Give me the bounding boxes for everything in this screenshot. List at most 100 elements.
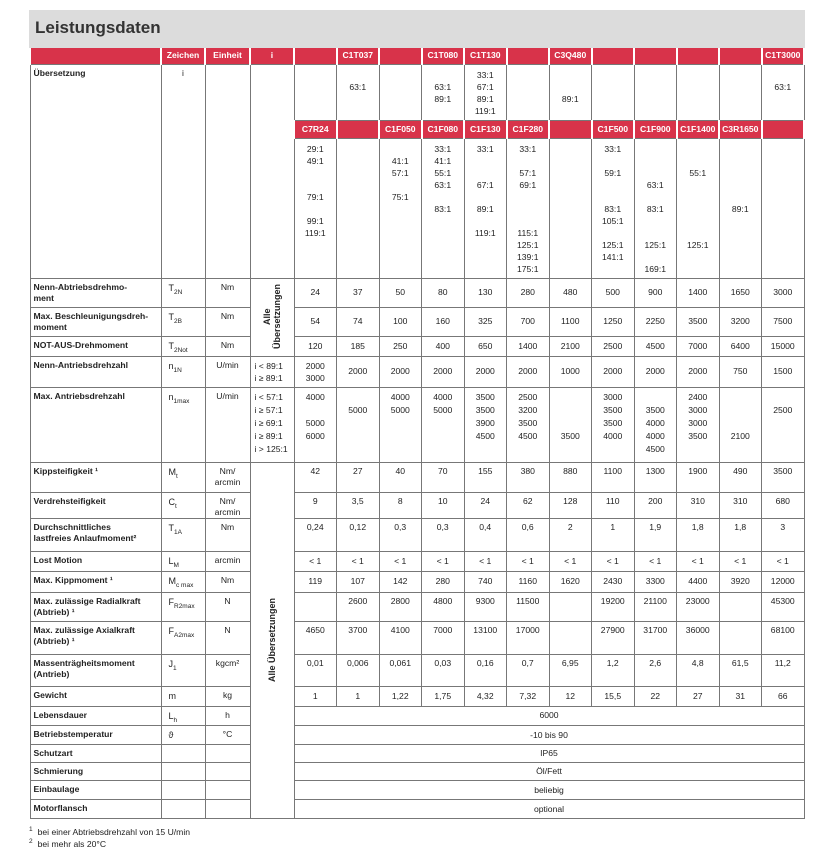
value-line (509, 203, 547, 215)
symbol-cell (160, 799, 206, 820)
value-cell: 31 (718, 685, 762, 707)
value-line: 57:1 (391, 167, 409, 178)
value-cell (548, 620, 592, 655)
value-cell: 1,8 (676, 517, 720, 552)
value-cell: 120 (293, 335, 337, 357)
model-header: C1F500 (590, 120, 635, 138)
value-cell: 107 (336, 570, 380, 593)
symbol: n (168, 391, 174, 402)
value-cell: 45300 (761, 591, 805, 622)
value-cell (718, 591, 762, 622)
value-line: 59:1 (604, 167, 622, 178)
unit-cell: kg (204, 685, 251, 707)
value-cell: 1 (336, 685, 380, 707)
row-label: Nenn-Abtriebsdrehmo- ment (29, 277, 162, 308)
symbol-cell: LM (160, 550, 206, 572)
value-line (722, 191, 760, 203)
ratio-cell: 33:1 57:1 69:1 115:1 125:1 139:1 175:1 (506, 137, 550, 279)
model-header: C1T037 (335, 48, 380, 64)
condition-cell: i < 89:1 i ≥ 89:1 (249, 355, 295, 388)
ratio-cell (293, 63, 337, 121)
value-line: 33:1 (604, 143, 622, 154)
value-line: 4500 (645, 443, 665, 454)
value-line: 29:1 (306, 143, 324, 154)
value-cell: 700 (506, 306, 550, 337)
all-ratios-label: Alle Übersetzungen (262, 284, 282, 350)
row-label: Kippsteifigkeit ¹ (29, 461, 162, 493)
value-line (679, 215, 717, 227)
value-cell: 42 (293, 461, 337, 493)
value-line (679, 155, 717, 167)
model-header (548, 120, 593, 138)
row-label: Übersetzung (29, 63, 162, 279)
model-header (335, 120, 380, 138)
table-row: Lebensdauer Lh h 6000 (29, 705, 805, 727)
value-cell: < 1 (378, 550, 422, 572)
value-cell: 740 (463, 570, 507, 593)
value-line: i < 57:1 (254, 391, 283, 402)
value-cell: 100 (378, 306, 422, 337)
symbol-subscript: 1max (173, 397, 190, 405)
value-cell-merged: Öl/Fett (293, 762, 805, 782)
value-line: 79:1 (306, 191, 324, 202)
model-header: C1F050 (378, 120, 423, 138)
value-line: 41:1 (391, 155, 409, 166)
value-cell: 1000 (548, 355, 592, 388)
value-cell: 4650 (293, 620, 337, 655)
unit-cell: kgcm² (204, 653, 251, 687)
value-cell: 21100 (633, 591, 677, 622)
value-line: 3900 (475, 417, 495, 428)
value-cell: 19200 (591, 591, 635, 622)
value-line: 125:1 (686, 239, 709, 250)
unit-cell: Nm (204, 570, 251, 593)
value-line: 5000 (348, 404, 368, 415)
symbol: J (168, 658, 174, 669)
value-line (722, 155, 760, 167)
value-cell: < 1 (761, 550, 805, 572)
model-header (760, 120, 805, 138)
ratio-cell: 89:1 (548, 63, 592, 121)
value-cell: 4000 5000 (378, 386, 422, 463)
value-line: 139:1 (516, 251, 539, 262)
value-line: 4000 (433, 391, 453, 402)
ratio-cell: 41:1 57:1 75:1 (378, 137, 422, 279)
value-cell: 280 (421, 570, 465, 593)
value-line: 6000 (305, 430, 325, 441)
symbol-subscript: 2N (174, 288, 183, 296)
footnote-mark: 1 (29, 826, 33, 833)
ratio-cell: 63:1 83:1 125:1 169:1 (633, 137, 677, 279)
header-zeichen: Zeichen (160, 48, 206, 64)
value-cell: 0,12 (336, 517, 380, 552)
value-line (637, 251, 675, 263)
all-ratios-cell: Alle Übersetzungen (249, 461, 295, 820)
row-label: Lebensdauer (29, 705, 162, 727)
value-cell: 3700 (336, 620, 380, 655)
symbol-cell: T2B (160, 306, 206, 337)
value-line: 115:1 (517, 227, 539, 238)
footnote-2: 2 bei mehr als 20°C (29, 838, 106, 849)
value-cell: 0,4 (463, 517, 507, 552)
table-row: Massenträgheitsmoment (Antrieb) J1 kgcm² 0,… (29, 653, 805, 687)
value-cell: 1,22 (378, 685, 422, 707)
value-line: 4000 (603, 430, 623, 441)
value-line: i ≥ 89:1 (254, 372, 283, 383)
value-cell: 0,16 (463, 653, 507, 687)
value-cell: 9300 (463, 591, 507, 622)
value-cell: 2430 (591, 570, 635, 593)
value-line: i ≥ 57:1 (254, 404, 283, 415)
value-cell: 1100 (548, 306, 592, 337)
value-line (722, 167, 760, 179)
value-line: 2400 (688, 391, 708, 402)
value-line (552, 417, 590, 430)
value-cell: 2100 (548, 335, 592, 357)
value-line (722, 391, 760, 404)
ratio-cell (718, 63, 762, 121)
value-line: 125:1 (644, 239, 666, 250)
value-cell: 2500 (591, 335, 635, 357)
symbol-cell: FA2max (160, 620, 206, 655)
footnote-text: bei einer Abtriebsdrehzahl von 15 U/min (37, 826, 191, 837)
symbol-subscript: M (173, 561, 179, 569)
model-header (590, 48, 635, 64)
value-line: i < 89:1 (254, 360, 283, 371)
value-line: 3500 (603, 417, 623, 428)
